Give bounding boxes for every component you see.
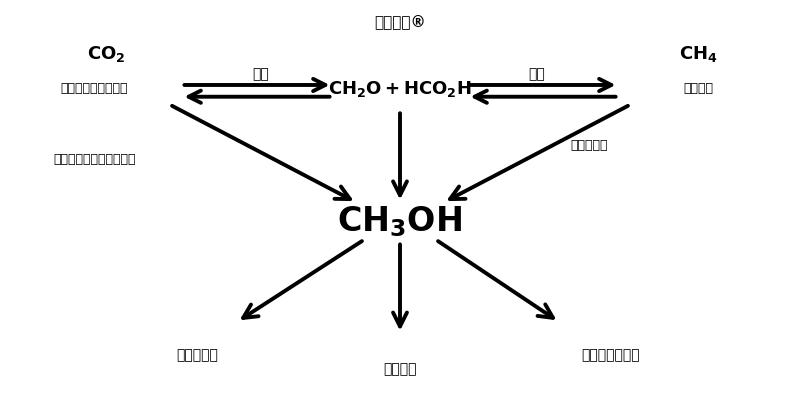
Text: $\mathbf{CO_2}$: $\mathbf{CO_2}$ [87,44,126,64]
Text: 氧化: 氧化 [528,67,545,81]
Text: 燃料电池: 燃料电池 [383,362,417,376]
Text: $\mathbf{CH_3OH}$: $\mathbf{CH_3OH}$ [338,204,462,239]
Text: 在水中加氢或电化学还原: 在水中加氢或电化学还原 [53,153,135,166]
Text: 还原: 还原 [253,67,270,81]
Text: $\mathbf{CH_4}$: $\mathbf{CH_4}$ [678,44,718,64]
Text: 储能和燃料: 储能和燃料 [177,348,218,362]
Text: 选择性氧化: 选择性氧化 [571,139,608,152]
Text: 来自工业废气和大气: 来自工业废气和大气 [60,83,128,95]
Text: 甲醇经济®: 甲醇经济® [374,15,426,29]
Text: 合成烃及其产物: 合成烃及其产物 [582,348,640,362]
Text: 天然来源: 天然来源 [683,83,713,95]
Text: $\mathbf{CH_2O + HCO_2H}$: $\mathbf{CH_2O + HCO_2H}$ [328,79,472,99]
